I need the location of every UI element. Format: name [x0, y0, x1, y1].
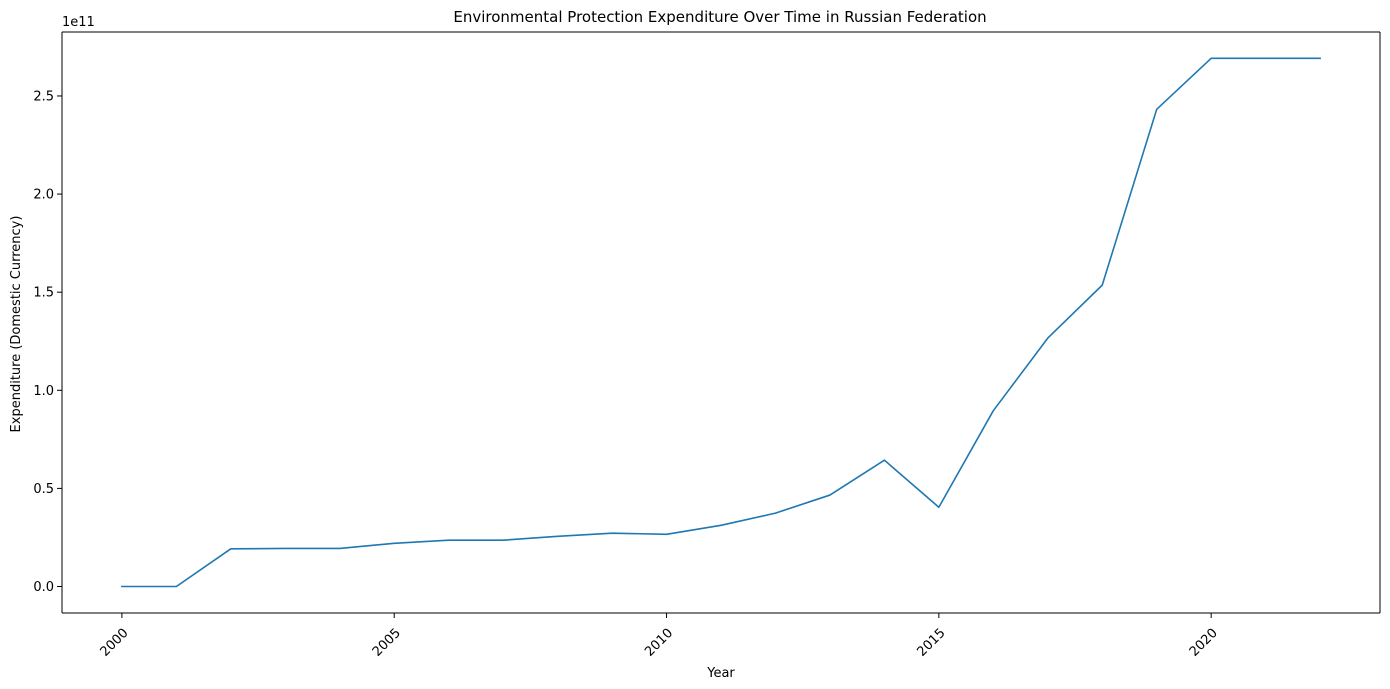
- y-tick-label: 1.0: [33, 384, 54, 399]
- series-line-0: [121, 57, 1321, 588]
- y-tick-label: 0.5: [33, 482, 54, 497]
- y-tick-label: 1.5: [33, 286, 54, 301]
- y-axis-label: Expenditure (Domestic Currency): [9, 216, 24, 433]
- y-axis-offset-label: 1e11: [62, 15, 95, 30]
- y-tick-label: 0.0: [33, 580, 54, 595]
- y-tick-label: 2.5: [33, 89, 54, 104]
- x-axis-label: Year: [706, 666, 735, 681]
- chart-title: Environmental Protection Expenditure Ove…: [453, 8, 986, 26]
- y-tick-label: 2.0: [33, 188, 54, 203]
